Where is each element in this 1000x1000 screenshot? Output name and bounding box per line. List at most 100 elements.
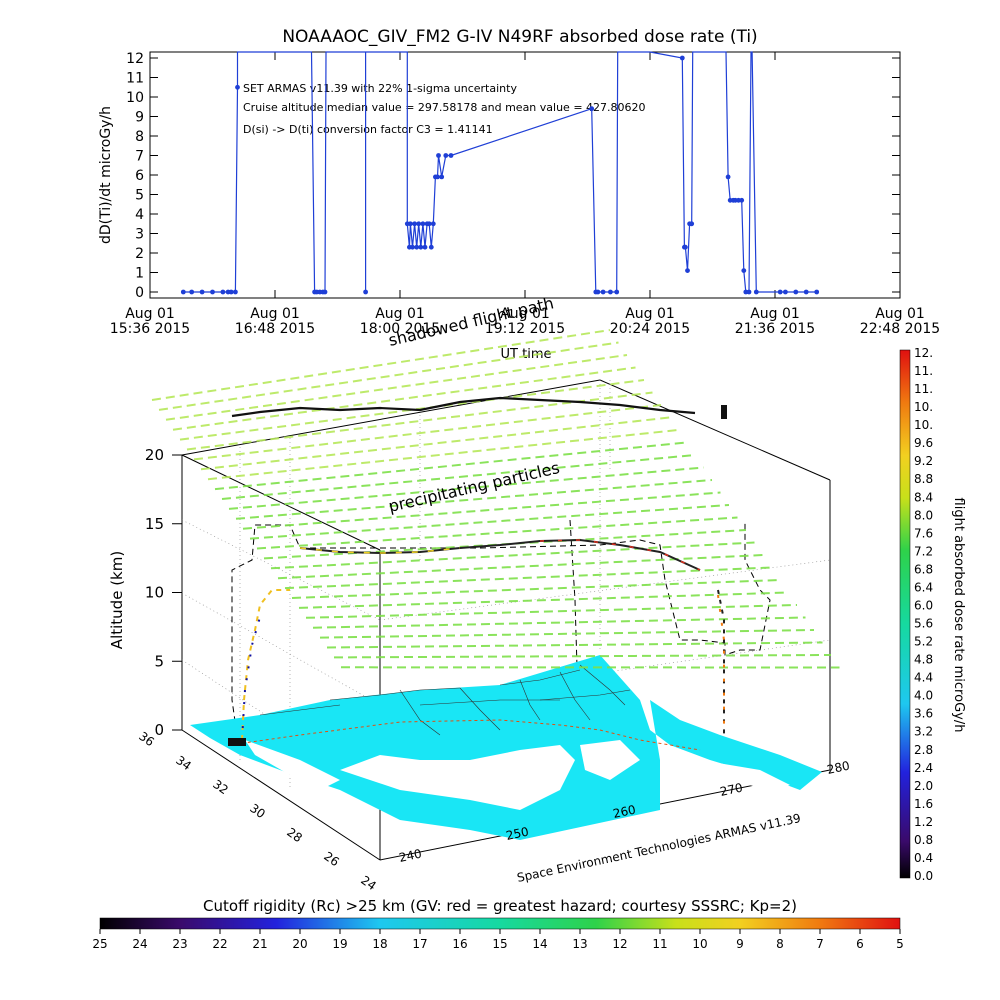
rigidity-tick-label: 20: [292, 937, 307, 951]
dose-tick-label: 10.: [914, 400, 933, 414]
series-point: [420, 221, 426, 227]
series-point: [589, 106, 595, 112]
y-tick-label: 4: [135, 207, 144, 223]
series-point: [741, 268, 747, 273]
longitude-tick-label: 270: [719, 780, 744, 798]
series-point: [793, 289, 799, 295]
rigidity-tick-label: 10: [692, 937, 707, 951]
rigidity-tick-label: 21: [252, 937, 267, 951]
rigidity-tick-label: 19: [332, 937, 347, 951]
precip-line: [291, 579, 781, 599]
rigidity-tick-label: 5: [896, 937, 904, 951]
dose-tick-label: 2.0: [914, 779, 933, 793]
rigidity-tick-label: 16: [452, 937, 467, 951]
series-point: [435, 174, 440, 180]
altitude-axis-ticks: 0 5 10 15 20: [145, 446, 182, 739]
rigidity-tick-label: 14: [532, 937, 547, 951]
dose-tick-label: 5.6: [914, 617, 933, 631]
altitude-tick-label: 0: [154, 721, 164, 739]
series-point: [180, 289, 186, 295]
precip-line: [172, 366, 636, 431]
ocean-region: [190, 655, 822, 840]
series-point: [439, 174, 445, 180]
top-track: [231, 396, 696, 418]
precip-line: [256, 516, 738, 550]
dose-tick-label: 9.2: [914, 454, 933, 468]
ascent-track-2: [241, 609, 263, 741]
start-marker: [228, 738, 246, 746]
dose-colorbar-ticks: 0.0 0.4 0.8 1.2 1.6 2.0 2.4 2.8 3.2 3.6 4.0 4.4 4.8 5…: [914, 346, 933, 883]
rigidity-tick-label: 12: [612, 937, 627, 951]
rigidity-tick-label: 22: [212, 937, 227, 951]
latitude-tick-label: 26: [321, 849, 342, 869]
dose-tick-label: 6.4: [914, 580, 933, 594]
chart-title: NOAAAOC_GIV_FM2 G-IV N49RF absorbed dose…: [282, 27, 757, 47]
land-yucatan: [580, 740, 640, 780]
rigidity-tick-label: 23: [172, 937, 187, 951]
rigidity-tick-label: 24: [132, 937, 147, 951]
longitude-tick-label: 240: [398, 846, 423, 864]
y-axis-label: dD(Ti)/dt microGy/h: [98, 106, 114, 244]
dose-tick-label: 11.: [914, 382, 933, 396]
cruise-track: [299, 538, 701, 571]
dose-tick-label: 4.0: [914, 689, 933, 703]
longitude-tick-label: 250: [505, 824, 530, 842]
y-tick-label: 12: [126, 51, 144, 67]
rigidity-colorbar-bar: [99, 917, 901, 930]
dose-colorbar-label: flight absorbed dose rate microGy/h: [951, 498, 966, 733]
flight-path-shadow-2: [569, 519, 579, 701]
dose-tick-label: 7.6: [914, 526, 933, 540]
series-point: [412, 221, 417, 227]
dose-tick-label: 3.2: [914, 725, 933, 739]
dose-tick-label: 4.4: [914, 671, 933, 685]
precip-line: [179, 379, 645, 441]
precip-line: [221, 454, 696, 500]
series-point: [685, 268, 690, 273]
precip-line: [326, 641, 823, 649]
dose-tick-label: 1.6: [914, 797, 933, 811]
top-track-end-marker: [721, 405, 727, 419]
series-point: [233, 289, 238, 295]
series-point: [430, 221, 436, 227]
series-point: [428, 244, 434, 250]
series-point: [683, 244, 688, 250]
dose-tick-label: 8.8: [914, 472, 933, 486]
series-point: [443, 153, 449, 158]
series-point: [679, 55, 685, 61]
series-point: [416, 221, 422, 227]
precip-line: [284, 566, 772, 590]
series-point: [408, 221, 413, 227]
latitude-tick-label: 34: [173, 753, 194, 773]
series-point: [614, 289, 620, 295]
rigidity-colorbar: Cutoff rigidity (Rc) >25 km (GV: red = g…: [92, 897, 903, 951]
rigidity-tick-label: 18: [372, 937, 387, 951]
series-point: [725, 174, 731, 180]
altitude-tick-label: 10: [145, 584, 164, 602]
rigidity-tick-label: 7: [816, 937, 824, 951]
dose-tick-label: 1.2: [914, 815, 933, 829]
precipitating-particles-label: precipitating particles: [387, 458, 562, 516]
precip-line: [319, 629, 815, 639]
annotation-cruise-altitude: Cruise altitude median value = 297.58178…: [243, 101, 646, 114]
precip-line: [207, 429, 679, 481]
x-tick-date-label: Aug 01: [625, 306, 675, 322]
precip-line: [165, 354, 628, 421]
dose-rate-chart: NOAAAOC_GIV_FM2 G-IV N49RF absorbed dose…: [98, 27, 940, 362]
track-on-map: [229, 719, 701, 751]
rigidity-tick-label: 25: [92, 937, 107, 951]
series-point: [448, 153, 454, 158]
y-tick-label: 5: [135, 188, 144, 204]
series-point: [436, 153, 441, 158]
state-borders: [259, 664, 631, 736]
x-tick-time-label: 22:48 2015: [860, 321, 940, 337]
precip-line: [333, 654, 832, 659]
dose-tick-label: 3.6: [914, 707, 933, 721]
longitude-tick-label: 260: [612, 802, 637, 820]
x-tick-time-label: 18:00 2015: [360, 321, 440, 337]
dose-colorbar: 0.0 0.4 0.8 1.2 1.6 2.0 2.4 2.8 3.2 3.6 4.0 4.4 4.8 5…: [899, 346, 966, 883]
land-baja: [245, 740, 340, 790]
series-point: [410, 244, 415, 250]
precip-line: [249, 504, 730, 540]
